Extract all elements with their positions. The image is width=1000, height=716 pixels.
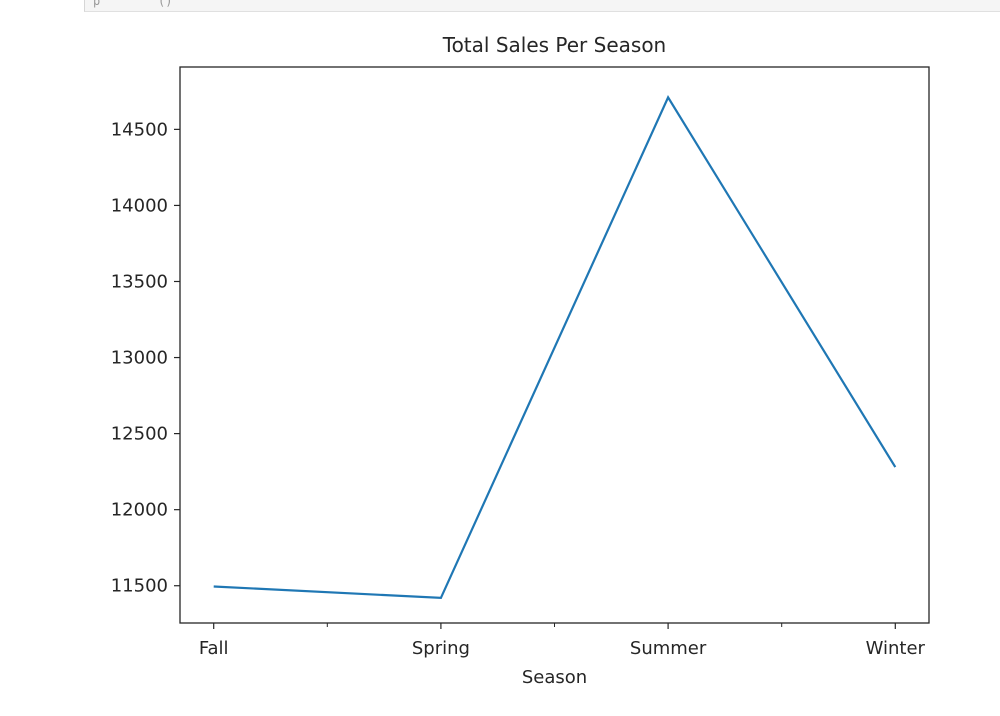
- y-tick-label: 11500: [111, 576, 168, 597]
- series-line: [213, 95, 897, 600]
- chart-title: Total Sales Per Season: [442, 33, 666, 57]
- x-tick-label: Spring: [412, 638, 470, 659]
- plot-layer: 11500 12000 12500 13000 13500 14000 14500 Fall S…: [111, 33, 930, 688]
- previous-cell-code: p (): [93, 0, 173, 8]
- x-tick-label: Summer: [630, 638, 707, 659]
- y-tick-label: 14000: [111, 195, 168, 216]
- y-tick-label: 14500: [111, 119, 168, 140]
- x-tick-label: Winter: [866, 638, 926, 659]
- y-tick-label: 13500: [111, 271, 168, 292]
- y-tick-label: 12000: [111, 500, 168, 521]
- y-tick-label: 12500: [111, 424, 168, 445]
- y-tick-label: 13000: [111, 348, 168, 369]
- x-tick-label: Fall: [199, 638, 229, 659]
- previous-cell-strip: p (): [84, 0, 1000, 12]
- ticks-layer: 11500 12000 12500 13000 13500 14000 14500 Fall S…: [111, 119, 926, 659]
- series-layer: [213, 95, 897, 600]
- x-axis-label: Season: [522, 667, 587, 688]
